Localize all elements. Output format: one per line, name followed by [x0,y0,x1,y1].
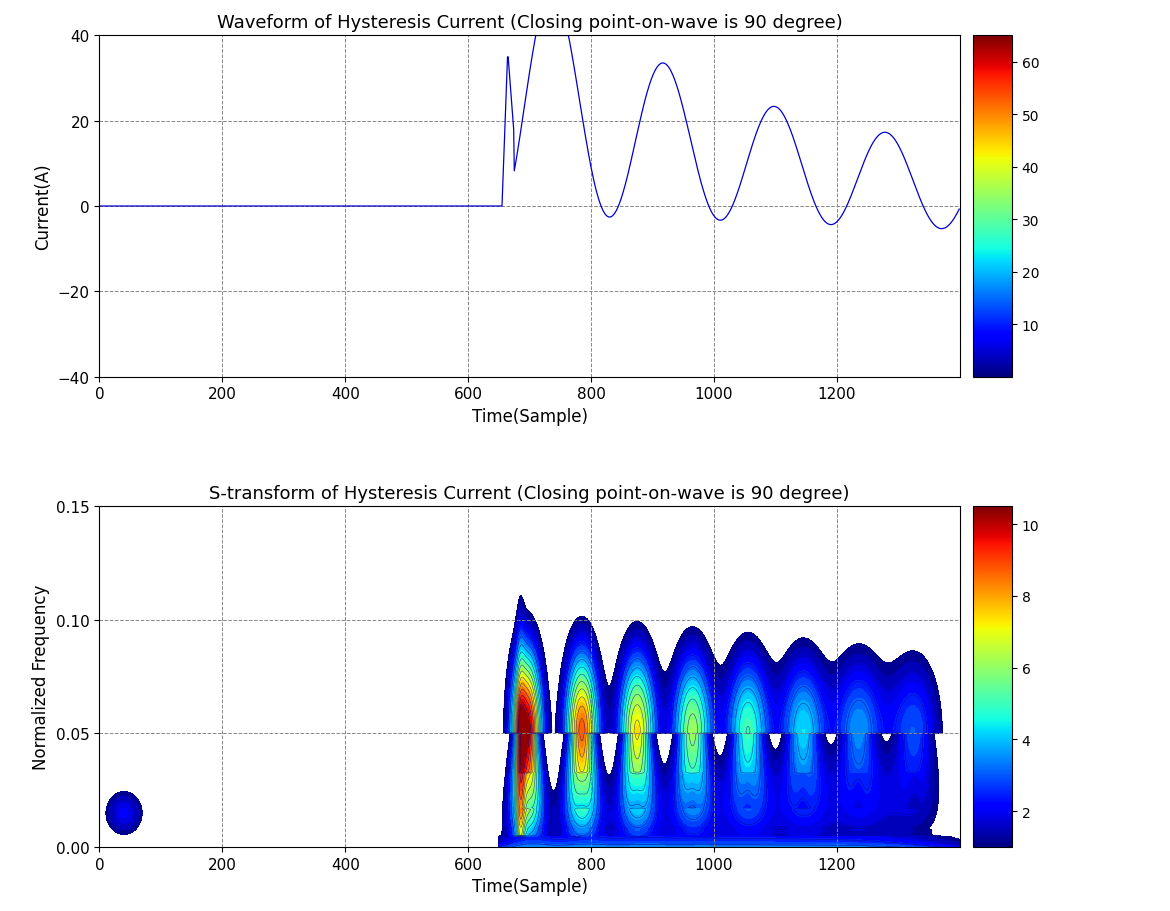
Title: S-transform of Hysteresis Current (Closing point-on-wave is 90 degree): S-transform of Hysteresis Current (Closi… [209,485,849,502]
X-axis label: Time(Sample): Time(Sample) [472,407,587,425]
Y-axis label: Current(A): Current(A) [34,163,53,250]
Y-axis label: Normalized Frequency: Normalized Frequency [33,584,50,770]
Title: Waveform of Hysteresis Current (Closing point-on-wave is 90 degree): Waveform of Hysteresis Current (Closing … [216,15,842,32]
X-axis label: Time(Sample): Time(Sample) [472,877,587,896]
